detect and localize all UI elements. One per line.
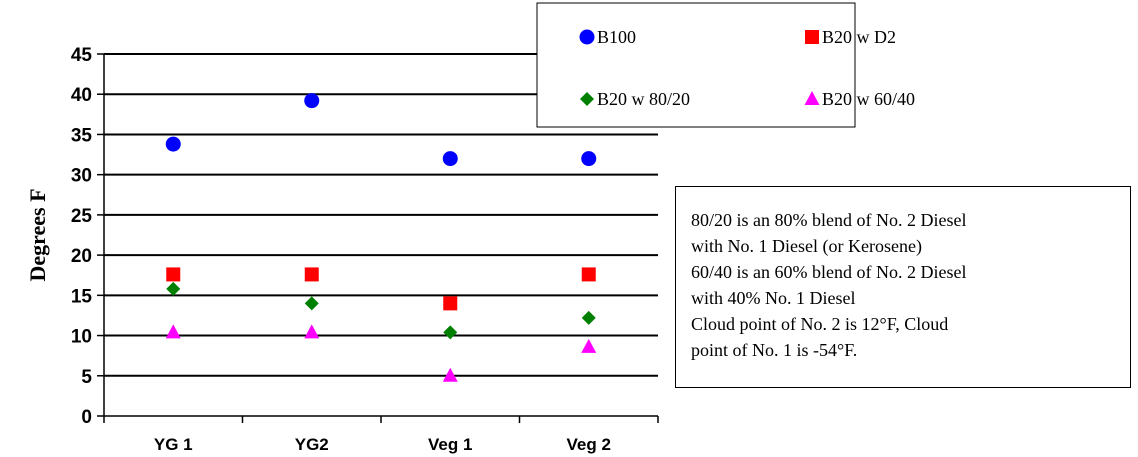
legend-marker (580, 92, 594, 106)
legend-marker (579, 29, 595, 45)
data-point (581, 151, 597, 167)
annotation-line: Cloud point of No. 2 is 12°F, Cloud (691, 314, 949, 334)
y-axis-label: Degrees F (25, 188, 50, 281)
x-tick-label: YG 1 (154, 435, 193, 454)
data-point (304, 93, 320, 109)
y-tick-label: 40 (71, 85, 92, 106)
data-point (443, 325, 458, 340)
annotation-line: point of No. 1 is -54°F. (691, 340, 858, 360)
data-point (304, 296, 319, 311)
annotation-line: 80/20 is an 80% blend of No. 2 Diesel (691, 210, 967, 230)
data-point (166, 281, 181, 296)
x-tick-label: Veg 1 (428, 435, 472, 454)
legend-label: B20 w 60/40 (822, 89, 915, 109)
data-point (443, 296, 458, 311)
legend: B100 B20 w D2 B20 w 80/20 B20 w 60/40 (536, 2, 915, 128)
data-point (304, 267, 319, 282)
annotation-line: with No. 1 Diesel (or Kerosene) (691, 236, 922, 256)
y-tick-label: 10 (71, 327, 92, 348)
data-point (165, 136, 181, 152)
data-point (581, 338, 597, 353)
legend-label: B100 (597, 27, 636, 47)
y-tick-label: 15 (71, 286, 93, 307)
gridlines (97, 53, 658, 417)
data-point (581, 310, 596, 325)
annotation-line: with 40% No. 1 Diesel (691, 288, 856, 308)
y-tick-label: 5 (81, 367, 92, 388)
x-tick-label: YG2 (295, 435, 329, 454)
data-point (442, 367, 458, 382)
y-tick-label: 45 (71, 45, 93, 66)
y-tick-label: 30 (71, 166, 92, 187)
data-point (165, 324, 181, 339)
x-tick-labels: YG 1 YG2 Veg 1 Veg 2 (154, 435, 611, 454)
data-point (442, 151, 458, 167)
y-tick-label: 35 (71, 125, 93, 146)
data-points (165, 93, 597, 382)
annotation-box: 80/20 is an 80% blend of No. 2 Diesel wi… (675, 186, 1131, 388)
legend-box (536, 2, 856, 128)
y-tick-labels: 0 5 10 15 20 25 30 35 40 45 (71, 45, 93, 428)
data-point (581, 267, 596, 282)
x-tick-label: Veg 2 (567, 435, 611, 454)
y-tick-label: 0 (81, 407, 92, 428)
legend-marker (805, 30, 819, 44)
data-point (166, 267, 181, 282)
data-point (304, 324, 320, 339)
legend-label: B20 w 80/20 (597, 89, 690, 109)
legend-label: B20 w D2 (822, 27, 896, 47)
legend-marker (804, 91, 820, 105)
axes (103, 54, 659, 423)
annotation-line: 60/40 is an 60% blend of No. 2 Diesel (691, 262, 967, 282)
y-tick-label: 20 (71, 246, 92, 267)
y-tick-label: 25 (71, 206, 93, 227)
